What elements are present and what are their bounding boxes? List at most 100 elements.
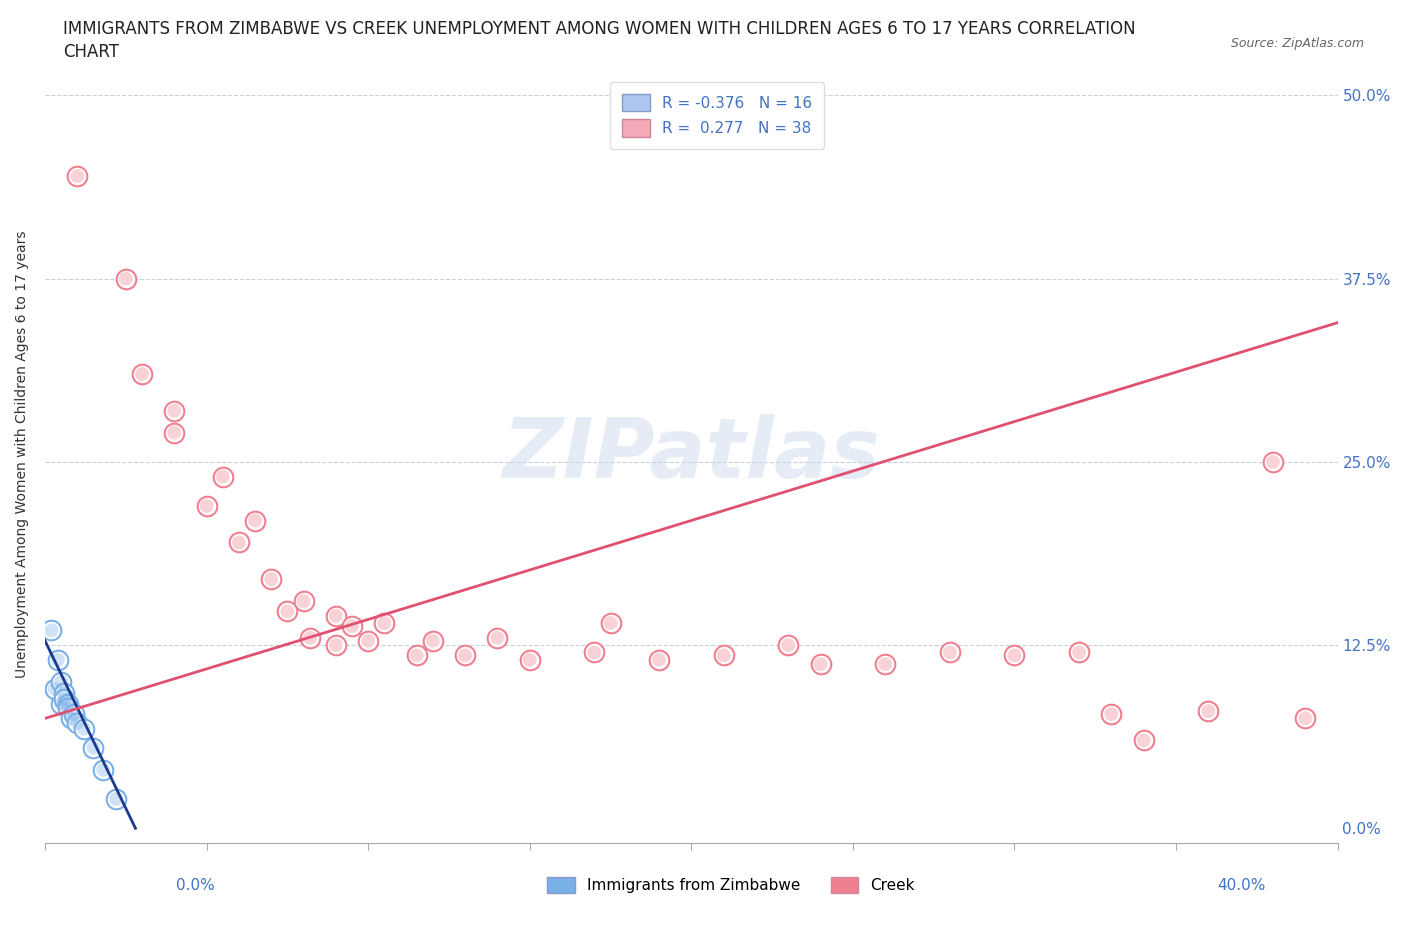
Point	[1132, 733, 1154, 748]
Point	[357, 633, 380, 648]
Point	[1004, 648, 1026, 663]
Point	[519, 652, 541, 667]
Point	[1197, 704, 1219, 719]
Point	[82, 740, 104, 755]
Point	[405, 648, 427, 663]
Point	[599, 616, 621, 631]
Point	[228, 535, 250, 550]
Point	[373, 616, 395, 631]
Point	[105, 791, 128, 806]
Point	[1197, 704, 1219, 719]
Point	[583, 645, 606, 660]
Legend: R = -0.376   N = 16, R =  0.277   N = 38: R = -0.376 N = 16, R = 0.277 N = 38	[610, 82, 824, 149]
Point	[163, 425, 186, 440]
Point	[519, 652, 541, 667]
Text: 40.0%: 40.0%	[1218, 878, 1265, 893]
Point	[114, 272, 136, 286]
Point	[66, 715, 89, 730]
Point	[357, 633, 380, 648]
Point	[63, 707, 86, 722]
Point	[260, 572, 283, 587]
Point	[648, 652, 671, 667]
Point	[53, 692, 76, 707]
Point	[73, 721, 96, 736]
Point	[1069, 645, 1091, 660]
Point	[195, 498, 218, 513]
Point	[163, 403, 186, 418]
Point	[91, 763, 114, 777]
Point	[131, 366, 153, 381]
Point	[56, 700, 79, 715]
Point	[298, 631, 321, 645]
Text: 0.0%: 0.0%	[176, 878, 215, 893]
Point	[243, 513, 266, 528]
Point	[454, 648, 477, 663]
Point	[298, 631, 321, 645]
Point	[46, 652, 69, 667]
Point	[66, 168, 89, 183]
Point	[131, 366, 153, 381]
Point	[53, 686, 76, 701]
Point	[46, 652, 69, 667]
Point	[82, 740, 104, 755]
Point	[1069, 645, 1091, 660]
Point	[91, 763, 114, 777]
Point	[939, 645, 962, 660]
Point	[195, 498, 218, 513]
Point	[41, 623, 63, 638]
Point	[325, 608, 347, 623]
Point	[211, 469, 233, 484]
Point	[163, 425, 186, 440]
Point	[1294, 711, 1316, 725]
Point	[292, 593, 315, 608]
Point	[59, 711, 82, 725]
Point	[648, 652, 671, 667]
Point	[875, 657, 897, 671]
Point	[405, 648, 427, 663]
Point	[66, 168, 89, 183]
Point	[228, 535, 250, 550]
Point	[276, 604, 298, 618]
Point	[1132, 733, 1154, 748]
Point	[454, 648, 477, 663]
Point	[325, 638, 347, 653]
Point	[59, 711, 82, 725]
Point	[1099, 707, 1122, 722]
Text: Source: ZipAtlas.com: Source: ZipAtlas.com	[1230, 37, 1364, 50]
Point	[325, 608, 347, 623]
Point	[114, 272, 136, 286]
Point	[1294, 711, 1316, 725]
Point	[713, 648, 735, 663]
Point	[56, 697, 79, 711]
Point	[599, 616, 621, 631]
Text: IMMIGRANTS FROM ZIMBABWE VS CREEK UNEMPLOYMENT AMONG WOMEN WITH CHILDREN AGES 6 : IMMIGRANTS FROM ZIMBABWE VS CREEK UNEMPL…	[63, 20, 1136, 38]
Point	[486, 631, 509, 645]
Point	[41, 623, 63, 638]
Point	[49, 697, 72, 711]
Point	[1261, 455, 1284, 470]
Point	[810, 657, 832, 671]
Point	[49, 674, 72, 689]
Y-axis label: Unemployment Among Women with Children Ages 6 to 17 years: Unemployment Among Women with Children A…	[15, 231, 30, 678]
Point	[422, 633, 444, 648]
Point	[778, 638, 800, 653]
Point	[713, 648, 735, 663]
Point	[778, 638, 800, 653]
Point	[49, 697, 72, 711]
Point	[163, 403, 186, 418]
Point	[422, 633, 444, 648]
Point	[1261, 455, 1284, 470]
Point	[63, 707, 86, 722]
Point	[486, 631, 509, 645]
Point	[373, 616, 395, 631]
Point	[66, 715, 89, 730]
Point	[1004, 648, 1026, 663]
Point	[105, 791, 128, 806]
Point	[53, 686, 76, 701]
Point	[340, 618, 363, 633]
Point	[56, 700, 79, 715]
Point	[211, 469, 233, 484]
Point	[44, 682, 66, 697]
Point	[53, 692, 76, 707]
Point	[340, 618, 363, 633]
